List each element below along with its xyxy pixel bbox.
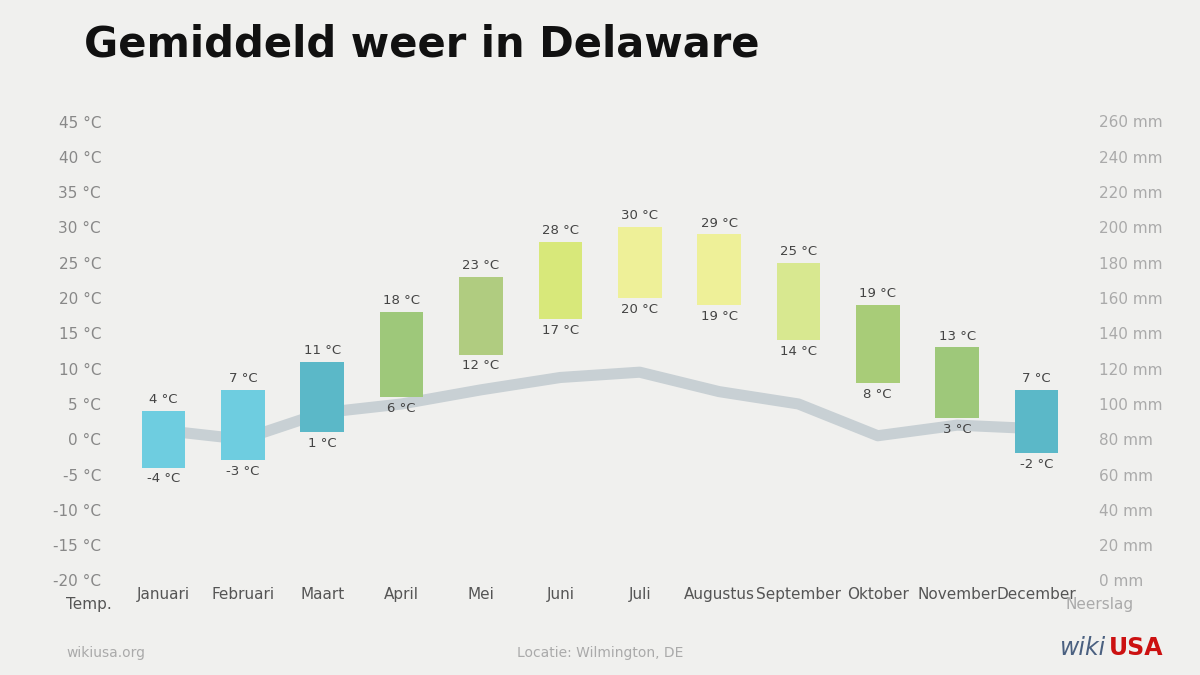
Text: 30 °C: 30 °C: [622, 209, 658, 223]
Text: 14 °C: 14 °C: [780, 346, 817, 358]
Bar: [142, 411, 185, 468]
Text: 11 °C: 11 °C: [304, 344, 341, 356]
Text: 13 °C: 13 °C: [938, 329, 976, 342]
Text: 1 °C: 1 °C: [308, 437, 336, 450]
Text: 28 °C: 28 °C: [542, 223, 578, 237]
Bar: [856, 305, 900, 383]
Text: 12 °C: 12 °C: [462, 360, 499, 373]
Text: -2 °C: -2 °C: [1020, 458, 1054, 471]
Bar: [1015, 390, 1058, 454]
Bar: [221, 390, 265, 460]
Bar: [618, 227, 661, 298]
Bar: [460, 277, 503, 354]
Bar: [379, 312, 424, 397]
Text: 3 °C: 3 °C: [943, 423, 972, 436]
Bar: [539, 242, 582, 319]
Text: Temp.: Temp.: [66, 597, 112, 612]
Text: 18 °C: 18 °C: [383, 294, 420, 307]
Text: 25 °C: 25 °C: [780, 245, 817, 258]
Text: -3 °C: -3 °C: [227, 465, 259, 479]
Bar: [935, 348, 979, 418]
Text: 23 °C: 23 °C: [462, 259, 499, 272]
Text: Gemiddeld weer in Delaware: Gemiddeld weer in Delaware: [84, 24, 760, 65]
Text: 7 °C: 7 °C: [1022, 372, 1051, 385]
Text: USA: USA: [1109, 636, 1163, 660]
Text: wiki: wiki: [1060, 636, 1106, 660]
Text: 20 °C: 20 °C: [622, 303, 658, 316]
Text: 6 °C: 6 °C: [388, 402, 416, 415]
Text: 7 °C: 7 °C: [228, 372, 257, 385]
Text: wikiusa.org: wikiusa.org: [66, 646, 145, 660]
Text: Locatie: Wilmington, DE: Locatie: Wilmington, DE: [517, 646, 683, 660]
Text: Neerslag: Neerslag: [1066, 597, 1134, 612]
Text: 8 °C: 8 °C: [864, 387, 892, 401]
Bar: [776, 263, 821, 340]
Bar: [300, 362, 344, 432]
Bar: [697, 234, 740, 305]
Text: 19 °C: 19 °C: [701, 310, 738, 323]
Text: -4 °C: -4 °C: [146, 472, 180, 485]
Text: 4 °C: 4 °C: [149, 393, 178, 406]
Text: 29 °C: 29 °C: [701, 217, 738, 230]
Text: 19 °C: 19 °C: [859, 287, 896, 300]
Text: 17 °C: 17 °C: [541, 324, 578, 338]
